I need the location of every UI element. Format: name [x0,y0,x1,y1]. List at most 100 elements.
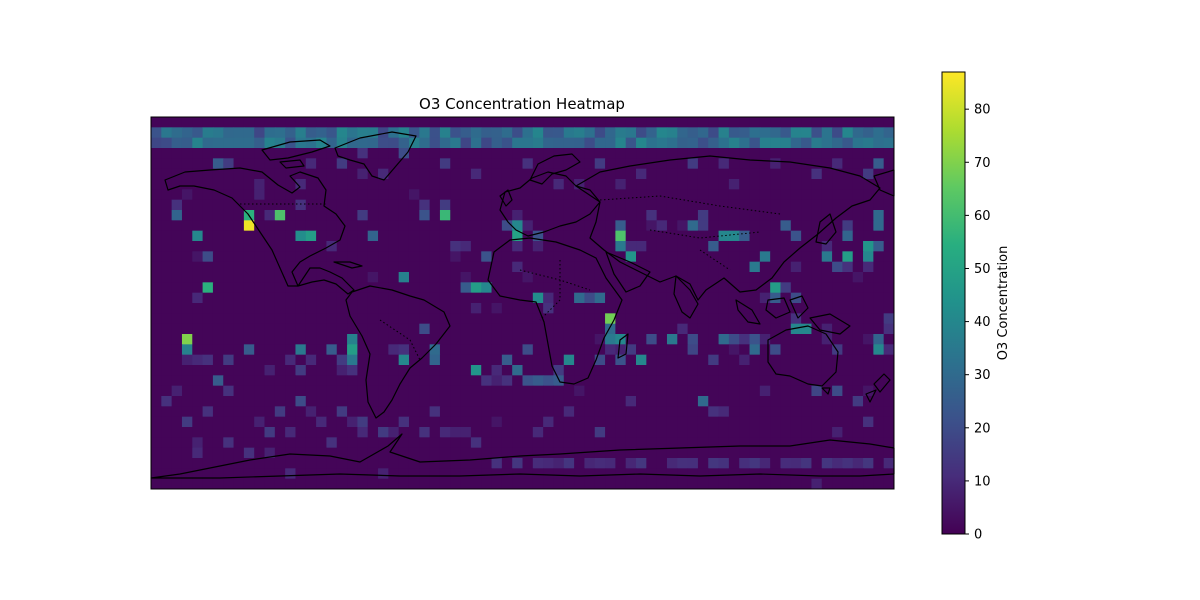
heatmap-cell [212,199,224,211]
heatmap-cell [305,303,317,314]
heatmap-cell [749,416,761,428]
heatmap-cell [739,158,751,170]
heatmap-cell [202,292,214,304]
heatmap-cell [336,179,348,190]
heatmap-cell [419,385,431,397]
heatmap-cell [512,447,523,459]
heatmap-cell [254,468,266,480]
heatmap-cell [450,344,462,356]
heatmap-cell [759,199,771,211]
heatmap-cell [408,199,420,211]
heatmap-cell [605,220,616,232]
heatmap-cell [254,282,266,294]
heatmap-cell [408,416,420,428]
heatmap-cell [563,354,575,366]
heatmap-cell [460,261,472,273]
heatmap-cell [811,478,823,490]
heatmap-cell [687,344,699,356]
heatmap-cell [574,478,585,490]
heatmap-cell [367,396,379,407]
heatmap-cell [470,447,482,459]
heatmap-cell [429,189,441,201]
heatmap-cell [532,272,544,283]
heatmap-cell [697,303,709,314]
heatmap-cell [770,220,781,232]
heatmap-cell [161,189,173,201]
heatmap-cell [708,447,720,459]
heatmap-cell [728,210,740,221]
heatmap-cell [687,478,699,490]
heatmap-cell [254,158,266,170]
heatmap-cell [749,323,761,335]
heatmap-cell [460,117,472,128]
heatmap-cell [439,282,451,294]
heatmap-cell [728,334,740,345]
heatmap-cell [625,365,637,376]
heatmap-cell [285,261,296,273]
heatmap-cell [574,168,585,180]
heatmap-cell [408,354,420,366]
coastline-british-isles [499,189,513,207]
heatmap-cell [316,354,327,366]
heatmap-cell [811,323,823,335]
heatmap-cell [584,468,596,480]
heatmap-cell [336,199,348,211]
heatmap-cell [326,416,338,428]
heatmap-cell [759,158,771,170]
heatmap-cell [821,416,833,428]
heatmap-cell [357,427,369,438]
heatmap-cell [863,179,874,190]
heatmap-cell [367,117,379,128]
heatmap-cell [821,168,833,180]
heatmap-cell [181,458,193,469]
heatmap-cell [574,396,585,407]
heatmap-cell [739,323,751,335]
heatmap-cell [636,427,647,438]
heatmap-cell [873,272,885,283]
heatmap-cell [553,396,565,407]
heatmap-cell [553,127,565,139]
heatmap-cell [697,354,709,366]
heatmap-cell [852,427,864,438]
heatmap-cell [151,406,162,418]
heatmap-cell [326,168,338,180]
heatmap-cell [883,189,895,201]
heatmap-cell [181,282,193,294]
heatmap-cell [491,375,503,387]
heatmap-cell [439,199,451,211]
heatmap-cell [749,168,761,180]
heatmap-cell [646,323,658,335]
heatmap-cell [605,272,616,283]
heatmap-cell [326,313,338,325]
heatmap-cell [254,478,266,490]
heatmap-cell [501,292,513,304]
heatmap-cell [357,334,369,345]
heatmap-cell [501,468,513,480]
heatmap-cell [460,127,472,139]
heatmap-cell [852,282,864,294]
heatmap-cell [821,148,833,159]
heatmap-cell [481,354,493,366]
heatmap-cell [285,313,296,325]
heatmap-cell [543,199,554,211]
heatmap-cell [316,179,327,190]
heatmap-cell [677,385,689,397]
heatmap-cell [718,396,730,407]
heatmap-cell [656,241,668,252]
heatmap-cell [780,137,792,149]
heatmap-cell [264,282,276,294]
heatmap-cell [223,313,235,325]
heatmap-cell [233,168,245,180]
heatmap-cell [326,396,338,407]
heatmap-cell [181,127,193,139]
heatmap-cell [728,323,740,335]
heatmap-cell [770,168,781,180]
heatmap-cell [584,137,596,149]
heatmap-cell [563,127,575,139]
heatmap-cell [883,323,895,335]
heatmap-cell [470,478,482,490]
heatmap-cell [161,354,173,366]
heatmap-cell [285,117,296,128]
heatmap-cell [233,117,245,128]
heatmap-cell [285,158,296,170]
